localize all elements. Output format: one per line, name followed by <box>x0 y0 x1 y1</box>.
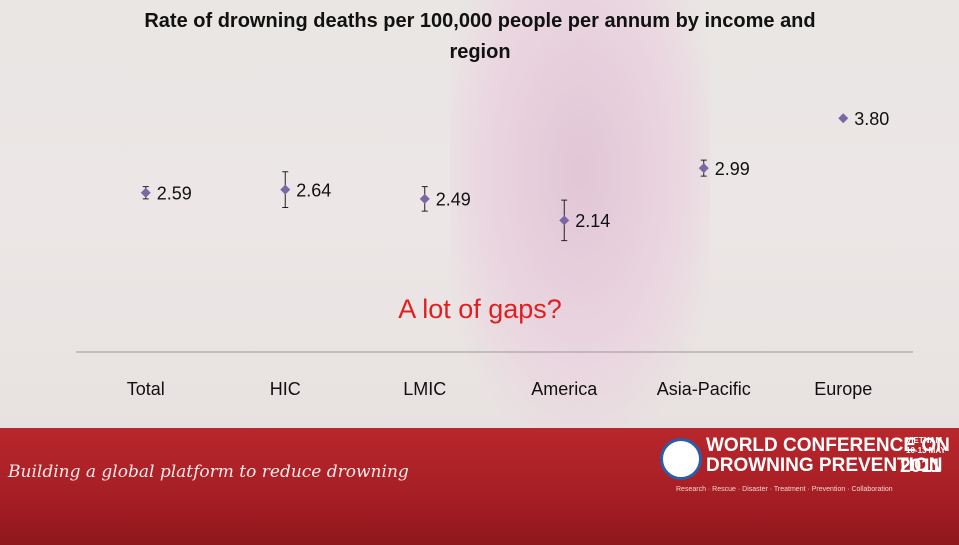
data-label: 3.80 <box>854 109 889 129</box>
conference-line: DROWNING PREVENTION <box>706 455 943 476</box>
conference-line: WORLD CONFERENCE ON <box>706 435 950 456</box>
marker <box>838 113 849 124</box>
x-tick-label: Europe <box>814 379 872 399</box>
x-tick-label: Total <box>127 379 165 399</box>
conference-title: WORLD CONFERENCE ON DROWNING PREVENTION <box>706 436 950 476</box>
x-tick-label: HIC <box>270 379 301 399</box>
chart-title: Rate of drowning deaths per 100,000 peop… <box>144 10 816 63</box>
data-label: 2.64 <box>296 180 331 200</box>
dates: 10-13 MAY <box>906 446 946 455</box>
marker <box>419 193 430 204</box>
background-photo <box>450 0 710 430</box>
marker <box>559 215 570 226</box>
slogan: Building a global platform to reduce dro… <box>8 462 409 482</box>
annotation: A lot of gaps? <box>398 294 562 324</box>
tagline: Research · Rescue · Disaster · Treatment… <box>676 486 893 493</box>
country: VIETNAM <box>906 436 942 445</box>
year: 2011 <box>900 456 942 477</box>
logo <box>660 438 702 480</box>
footer: Building a global platform to reduce dro… <box>0 428 959 545</box>
data-label: 2.99 <box>715 159 750 179</box>
marker <box>280 184 291 195</box>
x-tick-label: Asia-Pacific <box>657 379 751 399</box>
dates-box: VIETNAM 10-13 MAY <box>906 436 946 456</box>
data-label: 2.49 <box>436 190 471 210</box>
marker <box>698 163 709 174</box>
data-label: 2.59 <box>157 183 192 203</box>
x-tick-label: America <box>531 379 598 399</box>
x-tick-label: LMIC <box>403 379 446 399</box>
data-label: 2.14 <box>575 211 610 231</box>
marker <box>140 187 151 198</box>
